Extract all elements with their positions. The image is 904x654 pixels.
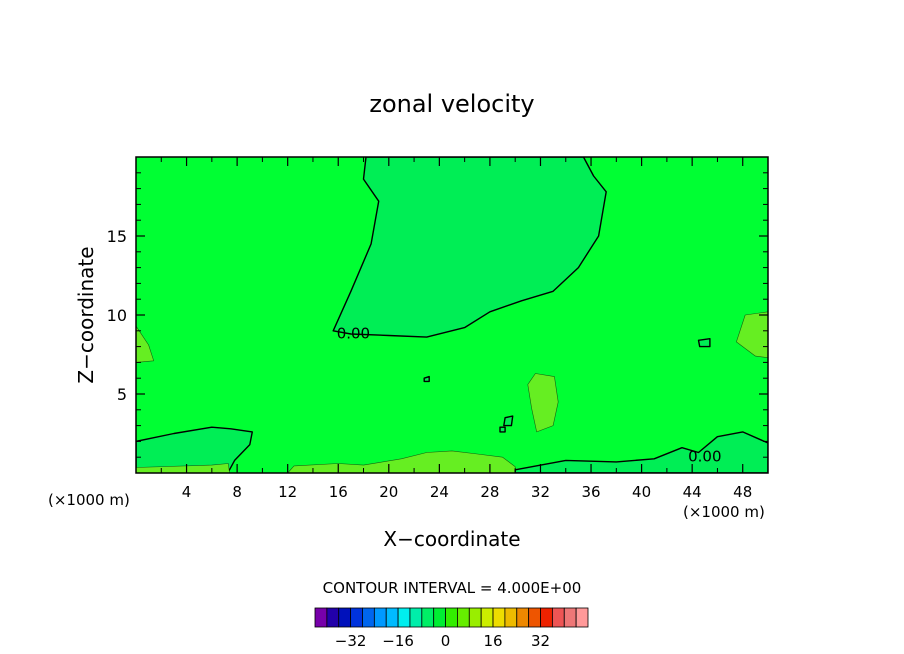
y-tick-label: 5 (117, 385, 127, 404)
colorbar-swatch (480, 607, 494, 628)
colorbar-swatch (575, 607, 589, 628)
x-tick-label: 4 (182, 483, 192, 501)
y-tick-label: 15 (107, 227, 127, 246)
colorbar-swatch (445, 607, 458, 628)
colorbar-swatch (350, 607, 363, 628)
colorbar-swatch (468, 607, 482, 628)
colorbar-swatch (397, 607, 411, 628)
contour-region-small-negative-blob-1 (697, 338, 711, 348)
contour-region-bottom-center-positive-strip (287, 450, 516, 473)
contour-region-right-edge-positive (736, 311, 768, 359)
x-axis-label: X−coordinate (383, 527, 520, 551)
contour-region-lower-left-negative (136, 426, 254, 473)
contour-region-bottom-left-positive-strip (136, 463, 230, 473)
contour-region-small-negative-blob-4 (499, 426, 506, 433)
x-unit-left: (×1000 m) (48, 491, 130, 509)
x-tick-label: 16 (329, 483, 348, 501)
colorbar-swatch (563, 607, 577, 628)
contour-region-small-negative-blob-3 (503, 415, 514, 427)
x-tick-label: 48 (733, 483, 752, 501)
colorbar-swatch (492, 607, 506, 628)
colorbar-swatch (504, 607, 518, 628)
colorbar-swatch (528, 607, 541, 628)
colorbar-swatch (457, 607, 470, 628)
colorbar-swatch (421, 607, 435, 628)
x-tick-label: 28 (480, 483, 499, 501)
contour-region-left-edge-positive (136, 325, 154, 363)
x-tick-label: 8 (232, 483, 242, 501)
x-tick-label: 12 (278, 483, 297, 501)
contour-interval-label: CONTOUR INTERVAL = 4.000E+00 (323, 579, 582, 597)
colorbar-swatch (433, 607, 446, 628)
colorbar-swatch (516, 607, 530, 628)
chart-title: zonal velocity (369, 90, 534, 118)
colorbar-swatch (314, 607, 328, 628)
contour-region-center-positive-blob (527, 373, 559, 433)
contour-region-upper-negative-lobe (332, 157, 607, 338)
colorbar-swatch (540, 607, 553, 628)
contour-label: 0.00 (688, 448, 721, 466)
colorbar: −32 −16 0 16 32 (314, 607, 589, 650)
colorbar-tick-label: 16 (483, 632, 502, 650)
colorbar-swatch (373, 607, 387, 628)
colorbar-tick-label: −32 (335, 632, 367, 650)
x-tick-label: 44 (683, 483, 702, 501)
x-tick-label: 24 (430, 483, 449, 501)
colorbar-swatch (362, 607, 375, 628)
contour-regions (136, 157, 768, 473)
contour-labels: 0.00 0.00 (337, 324, 722, 465)
contour-region-bottom-right-negative (514, 431, 768, 473)
colorbar-swatch (385, 607, 399, 628)
y-tick-label: 10 (107, 306, 127, 325)
colorbar-swatch (326, 607, 340, 628)
colorbar-tick-label: 32 (531, 632, 550, 650)
colorbar-tick-label: 0 (441, 632, 451, 650)
x-tick-label: 36 (581, 483, 600, 501)
colorbar-tick-label: −16 (382, 632, 414, 650)
contour-region-small-negative-blob-2 (423, 375, 430, 383)
y-axis-label: Z−coordinate (74, 246, 98, 383)
x-tick-label: 40 (632, 483, 651, 501)
x-axis-ticks: 4 8 12 16 20 24 28 32 36 40 44 48 (160, 157, 752, 501)
y-axis-ticks: 5 10 15 (107, 172, 768, 458)
colorbar-swatch (409, 607, 423, 628)
x-tick-label: 20 (379, 483, 398, 501)
colorbar-swatch (551, 607, 565, 628)
x-tick-label: 32 (531, 483, 550, 501)
x-unit-right: (×1000 m) (683, 503, 765, 521)
contour-label: 0.00 (337, 324, 370, 342)
colorbar-swatch (338, 607, 352, 628)
